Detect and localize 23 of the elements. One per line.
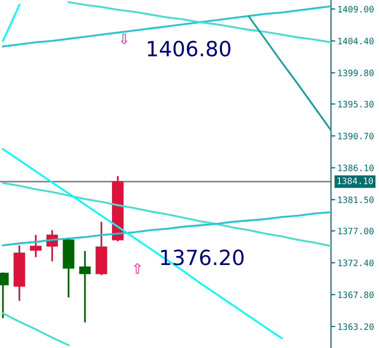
line-series <box>2 148 283 340</box>
line-series <box>248 16 331 132</box>
y-tick-label: 1399.80 <box>338 70 374 76</box>
line-series <box>2 182 331 247</box>
y-tick-label: 1372.40 <box>338 260 374 266</box>
y-tick-label: 1363.20 <box>338 323 374 330</box>
y-tick-label: 1381.50 <box>338 196 374 204</box>
ref-line-label: 1384.10 <box>338 178 373 184</box>
y-tick-label: 1377.00 <box>338 228 374 234</box>
line-series <box>2 211 331 246</box>
y-tick-label: 1395.30 <box>338 100 374 108</box>
y-tick-label: 1386.10 <box>338 164 374 172</box>
y-tick-label: 1367.80 <box>338 291 374 298</box>
y-tick-label: 1404.40 <box>338 38 374 44</box>
y-tick-label: 1409.00 <box>338 6 374 12</box>
annotation: ⇩ <box>120 34 128 44</box>
y-tick-label: 1390.70 <box>338 132 374 140</box>
candlestick <box>79 250 91 324</box>
candlestick <box>30 234 42 258</box>
annotation: 1376.20 <box>161 250 244 266</box>
line-series <box>2 312 70 346</box>
annotation: 1406.80 <box>148 40 230 57</box>
annotation: ⇧ <box>134 263 141 274</box>
